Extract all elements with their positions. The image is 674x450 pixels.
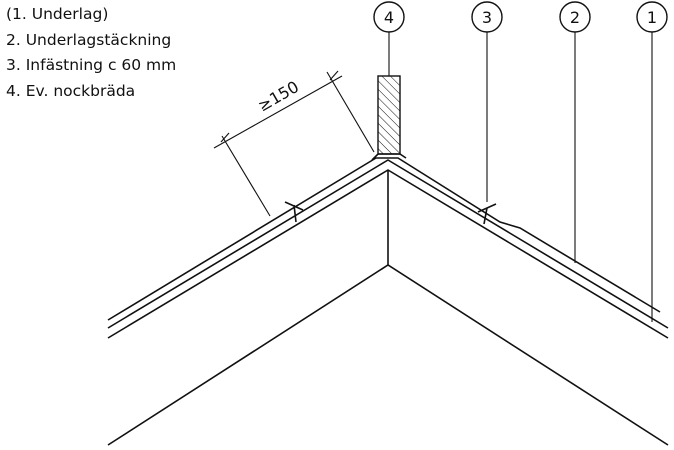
underlagstackning-layer bbox=[107, 157, 669, 329]
callout-3: 3 bbox=[471, 1, 503, 33]
callout-1: 1 bbox=[636, 1, 668, 33]
underlag-layer bbox=[107, 169, 669, 339]
legend-item-underlag: (1. Underlag) bbox=[6, 5, 109, 23]
dimension-150: ≥150 bbox=[213, 70, 375, 217]
callout-3-label: 3 bbox=[482, 8, 492, 27]
dimension-label: ≥150 bbox=[255, 77, 303, 115]
legend: (1. Underlag) 2. Underlagstäckning 3. In… bbox=[6, 2, 176, 104]
callout-4-label: 4 bbox=[384, 8, 394, 27]
legend-item-nockbrada: 4. Ev. nockbräda bbox=[6, 81, 136, 100]
roof-structure-lower bbox=[107, 264, 669, 446]
fastener-left bbox=[284, 201, 304, 223]
fastener-right bbox=[477, 203, 497, 225]
callout-2: 2 bbox=[559, 1, 591, 33]
legend-item-underlagstackning: 2. Underlagstäckning bbox=[6, 30, 172, 49]
callout-1-label: 1 bbox=[647, 8, 657, 27]
callout-leaders bbox=[388, 32, 653, 322]
callout-4: 4 bbox=[373, 1, 405, 33]
callout-2-label: 2 bbox=[570, 8, 580, 27]
ridge-board bbox=[377, 75, 401, 155]
legend-item-infastning: 3. Infästning c 60 mm bbox=[6, 56, 177, 74]
